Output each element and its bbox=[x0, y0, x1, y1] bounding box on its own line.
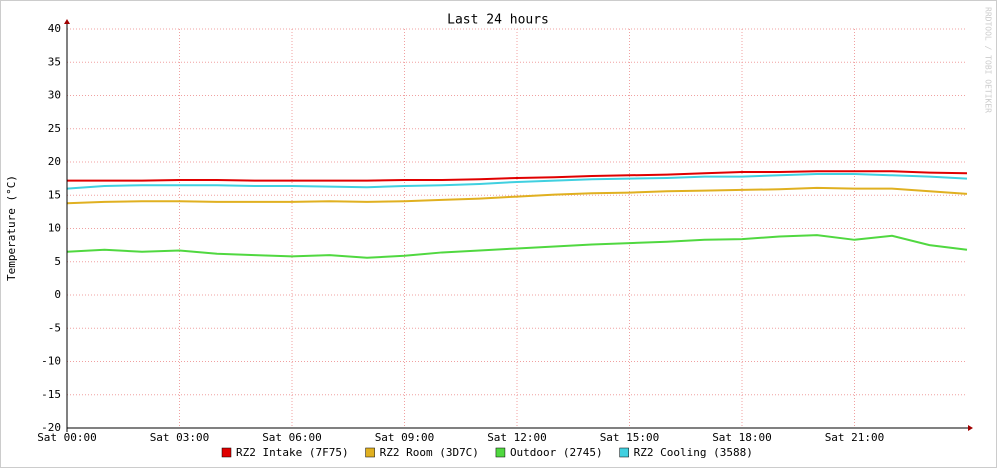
y-tick-label: -15 bbox=[41, 388, 61, 401]
x-tick-label: Sat 06:00 bbox=[262, 431, 322, 444]
y-axis-label: Temperature (°C) bbox=[5, 175, 18, 281]
legend-label: Outdoor (2745) bbox=[510, 446, 603, 459]
y-tick-label: 35 bbox=[48, 55, 61, 68]
series-line bbox=[66, 234, 968, 259]
y-tick-label: -20 bbox=[41, 421, 61, 434]
y-tick-label: 30 bbox=[48, 89, 61, 102]
y-tick-label: 20 bbox=[48, 155, 61, 168]
y-tick-label: -5 bbox=[48, 321, 61, 334]
y-arrow bbox=[64, 19, 70, 24]
plot bbox=[66, 170, 968, 259]
legend-swatch bbox=[619, 447, 629, 458]
series-line bbox=[67, 170, 968, 182]
chart-title: Last 24 hours bbox=[447, 13, 549, 28]
y-tick-label: -10 bbox=[41, 355, 61, 368]
y-tick-label: 15 bbox=[48, 188, 61, 201]
x-tick-label: Sat 15:00 bbox=[600, 431, 660, 444]
x-tick-label: Sat 12:00 bbox=[487, 431, 547, 444]
x-arrow bbox=[968, 425, 973, 431]
x-tick-label: Sat 00:00 bbox=[37, 431, 97, 444]
legend-swatch bbox=[365, 447, 375, 458]
legend-swatch bbox=[495, 447, 506, 458]
x-tick-label: Sat 21:00 bbox=[825, 431, 885, 444]
y-tick-label: 5 bbox=[54, 255, 61, 268]
legend-label: RZ2 Cooling (3588) bbox=[634, 446, 753, 459]
legend-label: RZ2 Room (3D7C) bbox=[380, 446, 479, 459]
y-tick-label: 25 bbox=[48, 122, 61, 135]
y-tick-label: 0 bbox=[54, 288, 61, 301]
watermark: RRDTOOL / TOBI OETIKER bbox=[984, 7, 993, 113]
grid bbox=[66, 28, 967, 429]
series-line bbox=[66, 186, 968, 205]
legend-label: RZ2 Intake (7F75) bbox=[236, 446, 349, 459]
x-tick-label: Sat 18:00 bbox=[712, 431, 772, 444]
x-tick-label: Sat 09:00 bbox=[375, 431, 435, 444]
y-tick-label: 10 bbox=[48, 222, 61, 235]
series-line bbox=[66, 172, 968, 190]
x-tick-label: Sat 03:00 bbox=[150, 431, 210, 444]
y-tick-label: 40 bbox=[48, 22, 61, 35]
legend: RZ2 Intake (7F75) RZ2 Room (3D7C) Outdoor … bbox=[221, 446, 753, 459]
legend-swatch bbox=[221, 447, 232, 458]
